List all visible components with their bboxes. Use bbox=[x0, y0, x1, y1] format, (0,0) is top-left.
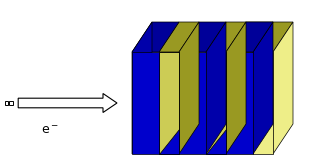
Bar bbox=[9, 101, 13, 105]
Polygon shape bbox=[226, 52, 253, 154]
Polygon shape bbox=[18, 94, 117, 112]
Polygon shape bbox=[132, 22, 152, 154]
Polygon shape bbox=[206, 22, 246, 52]
Polygon shape bbox=[159, 22, 199, 52]
Polygon shape bbox=[132, 52, 159, 154]
Text: e$^-$: e$^-$ bbox=[41, 125, 59, 138]
Polygon shape bbox=[179, 22, 226, 52]
Polygon shape bbox=[226, 22, 273, 52]
Polygon shape bbox=[179, 52, 206, 154]
Polygon shape bbox=[132, 22, 179, 52]
Polygon shape bbox=[253, 22, 293, 52]
Bar bbox=[5, 101, 8, 105]
Polygon shape bbox=[253, 52, 273, 154]
Polygon shape bbox=[253, 22, 273, 154]
Polygon shape bbox=[206, 52, 226, 154]
Polygon shape bbox=[206, 128, 226, 154]
Polygon shape bbox=[206, 22, 226, 154]
Polygon shape bbox=[179, 22, 199, 154]
Polygon shape bbox=[159, 52, 179, 154]
Polygon shape bbox=[159, 128, 179, 154]
Polygon shape bbox=[273, 22, 293, 154]
Polygon shape bbox=[226, 22, 273, 52]
Polygon shape bbox=[226, 22, 246, 154]
